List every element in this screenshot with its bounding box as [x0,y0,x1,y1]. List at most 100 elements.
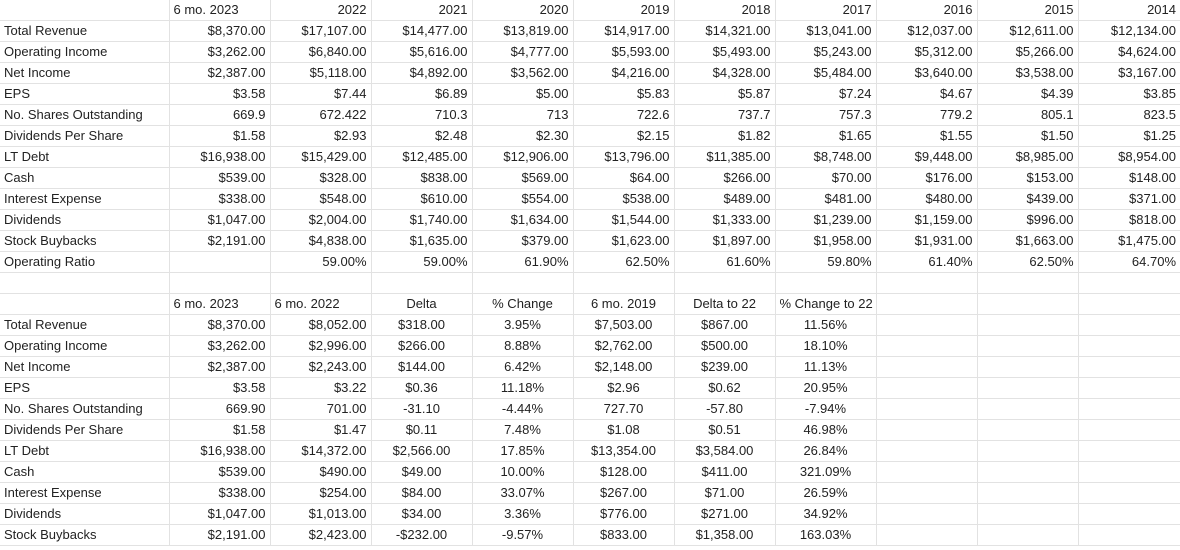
row-label-cell[interactable]: Total Revenue [0,20,170,42]
data-cell[interactable]: $548.00 [269,188,372,210]
data-cell[interactable] [976,482,1079,504]
data-cell[interactable] [875,461,978,483]
data-cell[interactable]: $5,243.00 [774,41,877,63]
cell-blank[interactable] [0,272,170,294]
column-header-cell[interactable] [976,293,1079,315]
row-label-cell[interactable]: No. Shares Outstanding [0,398,170,420]
data-cell[interactable] [976,335,1079,357]
row-label-cell[interactable]: Dividends Per Share [0,125,170,147]
data-cell[interactable]: $0.36 [370,377,473,399]
data-cell[interactable]: $5.83 [572,83,675,105]
data-cell[interactable]: $3,538.00 [976,62,1079,84]
data-cell[interactable]: $833.00 [572,524,675,546]
data-cell[interactable]: 3.36% [471,503,574,525]
data-cell[interactable]: $34.00 [370,503,473,525]
data-cell[interactable]: $0.11 [370,419,473,441]
data-cell[interactable] [875,377,978,399]
data-cell[interactable]: 757.3 [774,104,877,126]
cell-blank[interactable] [370,272,473,294]
data-cell[interactable]: $379.00 [471,230,574,252]
data-cell[interactable]: $8,985.00 [976,146,1079,168]
data-cell[interactable]: $7.44 [269,83,372,105]
data-cell[interactable]: $7,503.00 [572,314,675,336]
data-cell[interactable] [875,524,978,546]
data-cell[interactable]: 59.80% [774,251,877,273]
data-cell[interactable]: $8,748.00 [774,146,877,168]
data-cell[interactable]: 11.56% [774,314,877,336]
data-cell[interactable]: $1,159.00 [875,209,978,231]
data-cell[interactable]: 713 [471,104,574,126]
row-label-cell[interactable]: Interest Expense [0,482,170,504]
data-cell[interactable]: $6,840.00 [269,41,372,63]
data-cell[interactable]: $13,041.00 [774,20,877,42]
data-cell[interactable]: $371.00 [1077,188,1180,210]
column-header-cell[interactable]: % Change [471,293,574,315]
data-cell[interactable]: $13,796.00 [572,146,675,168]
row-label-cell[interactable]: LT Debt [0,146,170,168]
data-cell[interactable] [875,356,978,378]
data-cell[interactable]: -4.44% [471,398,574,420]
data-cell[interactable]: 737.7 [673,104,776,126]
cell-blank[interactable] [269,272,372,294]
data-cell[interactable] [168,251,271,273]
data-cell[interactable] [1077,503,1180,525]
data-cell[interactable]: $14,321.00 [673,20,776,42]
data-cell[interactable]: $8,370.00 [168,20,271,42]
row-label-cell[interactable]: Operating Ratio [0,251,170,273]
data-cell[interactable]: $569.00 [471,167,574,189]
data-cell[interactable]: $2.96 [572,377,675,399]
data-cell[interactable]: $1,333.00 [673,209,776,231]
cell-blank[interactable] [471,272,574,294]
column-header-cell[interactable]: 2018 [673,0,776,21]
data-cell[interactable]: $5,593.00 [572,41,675,63]
data-cell[interactable]: $49.00 [370,461,473,483]
data-cell[interactable] [976,377,1079,399]
column-header-cell[interactable]: 6 mo. 2019 [572,293,675,315]
data-cell[interactable]: $14,477.00 [370,20,473,42]
data-cell[interactable]: $266.00 [370,335,473,357]
data-cell[interactable]: 62.50% [976,251,1079,273]
data-cell[interactable]: 59.00% [370,251,473,273]
cell-blank[interactable] [0,0,170,21]
data-cell[interactable]: $5,118.00 [269,62,372,84]
data-cell[interactable]: $3.58 [168,377,271,399]
data-cell[interactable]: $489.00 [673,188,776,210]
data-cell[interactable]: $12,611.00 [976,20,1079,42]
data-cell[interactable]: $338.00 [168,482,271,504]
data-cell[interactable]: $2,191.00 [168,524,271,546]
data-cell[interactable]: 61.60% [673,251,776,273]
data-cell[interactable]: $500.00 [673,335,776,357]
cell-blank[interactable] [976,272,1079,294]
data-cell[interactable]: $4.67 [875,83,978,105]
data-cell[interactable]: 46.98% [774,419,877,441]
data-cell[interactable]: $254.00 [269,482,372,504]
data-cell[interactable]: $0.62 [673,377,776,399]
data-cell[interactable]: $14,917.00 [572,20,675,42]
row-label-cell[interactable]: Interest Expense [0,188,170,210]
row-label-cell[interactable]: Dividends [0,503,170,525]
data-cell[interactable] [1077,398,1180,420]
data-cell[interactable]: 61.90% [471,251,574,273]
data-cell[interactable]: $1.82 [673,125,776,147]
row-label-cell[interactable]: Net Income [0,356,170,378]
data-cell[interactable]: $3,584.00 [673,440,776,462]
data-cell[interactable]: $490.00 [269,461,372,483]
data-cell[interactable]: 59.00% [269,251,372,273]
data-cell[interactable]: 779.2 [875,104,978,126]
data-cell[interactable]: $2,566.00 [370,440,473,462]
column-header-cell[interactable]: 2016 [875,0,978,21]
data-cell[interactable]: $481.00 [774,188,877,210]
data-cell[interactable]: $128.00 [572,461,675,483]
data-cell[interactable]: $439.00 [976,188,1079,210]
data-cell[interactable]: $266.00 [673,167,776,189]
data-cell[interactable]: $17,107.00 [269,20,372,42]
data-cell[interactable]: 823.5 [1077,104,1180,126]
data-cell[interactable] [976,524,1079,546]
row-label-cell[interactable]: Stock Buybacks [0,524,170,546]
data-cell[interactable] [976,398,1079,420]
data-cell[interactable]: $1,013.00 [269,503,372,525]
data-cell[interactable]: $4,777.00 [471,41,574,63]
data-cell[interactable]: $5,484.00 [774,62,877,84]
data-cell[interactable]: $5,312.00 [875,41,978,63]
row-label-cell[interactable]: LT Debt [0,440,170,462]
